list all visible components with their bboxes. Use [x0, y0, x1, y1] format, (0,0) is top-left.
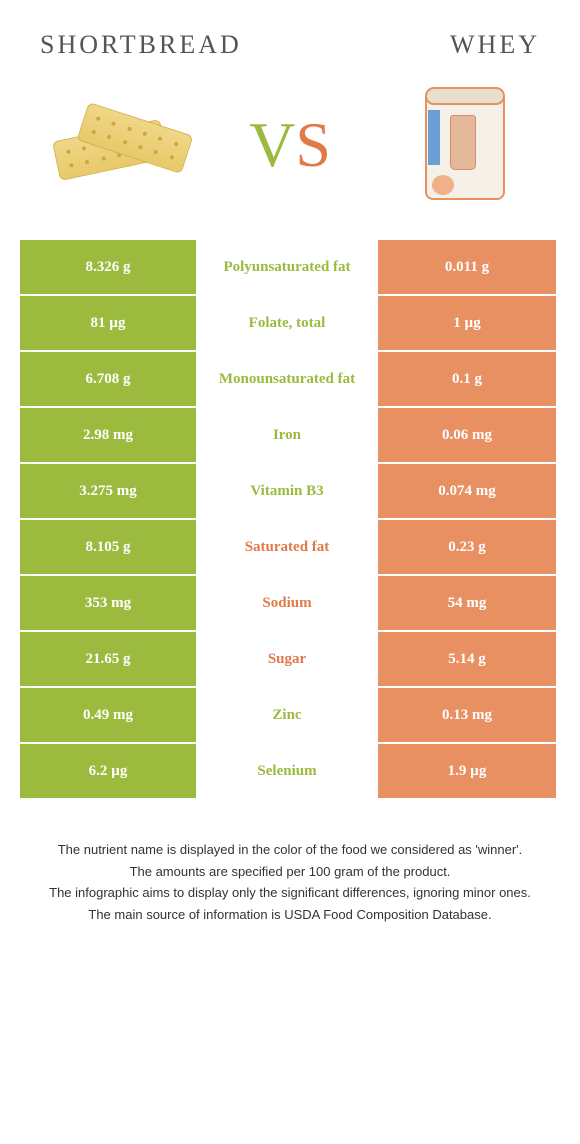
- left-value: 0.49 mg: [20, 688, 198, 742]
- nutrient-label: Sodium: [198, 576, 376, 630]
- left-value: 8.105 g: [20, 520, 198, 574]
- table-row: 2.98 mgIron0.06 mg: [20, 408, 560, 464]
- right-value: 1 µg: [376, 296, 556, 350]
- left-value: 81 µg: [20, 296, 198, 350]
- nutrient-label: Selenium: [198, 744, 376, 798]
- table-row: 21.65 gSugar5.14 g: [20, 632, 560, 688]
- table-row: 0.49 mgZinc0.13 mg: [20, 688, 560, 744]
- footer-line: The amounts are specified per 100 gram o…: [30, 862, 550, 882]
- table-row: 8.105 gSaturated fat0.23 g: [20, 520, 560, 576]
- left-value: 353 mg: [20, 576, 198, 630]
- right-value: 5.14 g: [376, 632, 556, 686]
- images-row: VS: [0, 70, 580, 240]
- right-value: 0.06 mg: [376, 408, 556, 462]
- right-value: 0.13 mg: [376, 688, 556, 742]
- left-value: 6.708 g: [20, 352, 198, 406]
- right-value: 54 mg: [376, 576, 556, 630]
- right-food-title: WHEY: [450, 30, 540, 60]
- nutrient-label: Iron: [198, 408, 376, 462]
- left-value: 8.326 g: [20, 240, 198, 294]
- footer-line: The main source of information is USDA F…: [30, 905, 550, 925]
- nutrient-label: Monounsaturated fat: [198, 352, 376, 406]
- comparison-table: 8.326 gPolyunsaturated fat0.011 g81 µgFo…: [20, 240, 560, 800]
- header: SHORTBREAD WHEY: [0, 0, 580, 70]
- left-value: 2.98 mg: [20, 408, 198, 462]
- nutrient-label: Polyunsaturated fat: [198, 240, 376, 294]
- footer-line: The nutrient name is displayed in the co…: [30, 840, 550, 860]
- right-value: 0.23 g: [376, 520, 556, 574]
- vs-v: V: [249, 108, 295, 182]
- nutrient-label: Zinc: [198, 688, 376, 742]
- nutrient-label: Sugar: [198, 632, 376, 686]
- table-row: 8.326 gPolyunsaturated fat0.011 g: [20, 240, 560, 296]
- shortbread-image: [40, 85, 190, 205]
- table-row: 6.2 µgSelenium1.9 µg: [20, 744, 560, 800]
- table-row: 3.275 mgVitamin B30.074 mg: [20, 464, 560, 520]
- nutrient-label: Saturated fat: [198, 520, 376, 574]
- left-food-title: SHORTBREAD: [40, 30, 242, 60]
- left-value: 21.65 g: [20, 632, 198, 686]
- right-value: 0.074 mg: [376, 464, 556, 518]
- right-value: 0.1 g: [376, 352, 556, 406]
- table-row: 81 µgFolate, total1 µg: [20, 296, 560, 352]
- nutrient-label: Folate, total: [198, 296, 376, 350]
- vs-label: VS: [249, 108, 331, 182]
- left-value: 3.275 mg: [20, 464, 198, 518]
- table-row: 6.708 gMonounsaturated fat0.1 g: [20, 352, 560, 408]
- right-value: 1.9 µg: [376, 744, 556, 798]
- left-value: 6.2 µg: [20, 744, 198, 798]
- footer-line: The infographic aims to display only the…: [30, 883, 550, 903]
- footer-notes: The nutrient name is displayed in the co…: [0, 800, 580, 946]
- right-value: 0.011 g: [376, 240, 556, 294]
- table-row: 353 mgSodium54 mg: [20, 576, 560, 632]
- vs-s: S: [295, 108, 331, 182]
- nutrient-label: Vitamin B3: [198, 464, 376, 518]
- whey-image: [390, 85, 540, 205]
